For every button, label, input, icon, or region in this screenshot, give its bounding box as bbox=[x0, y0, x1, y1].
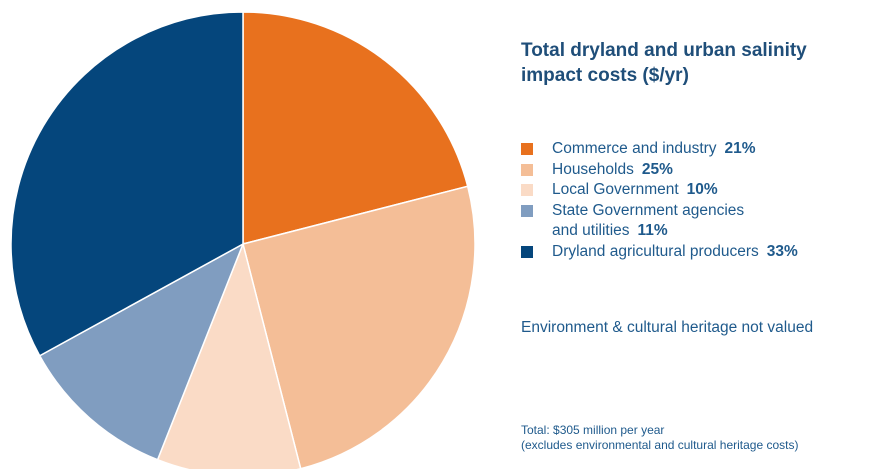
legend-label: Local Government bbox=[552, 181, 679, 198]
total-line-2: (excludes environmental and cultural her… bbox=[521, 438, 799, 452]
legend-swatch bbox=[521, 163, 533, 176]
legend-swatch bbox=[521, 143, 533, 155]
legend-label: Dryland agricultural producers bbox=[552, 242, 759, 260]
legend: Commerce and industry 21% Households 25% Loc… bbox=[521, 139, 881, 262]
pie-slice-households bbox=[242, 185, 476, 469]
pie-chart bbox=[10, 11, 476, 469]
legend-swatch bbox=[521, 184, 533, 196]
legend-item: Local Government 10% bbox=[521, 180, 881, 201]
legend-percent: 10% bbox=[686, 181, 718, 198]
legend-item: Households 25% bbox=[521, 160, 881, 181]
legend-label: Households bbox=[552, 160, 634, 178]
total-line-1: Total: $305 million per year bbox=[521, 423, 665, 437]
pie-slice-commerce-and-industry bbox=[242, 11, 469, 245]
legend-percent: 33% bbox=[766, 242, 798, 260]
note-text: Environment & cultural heritage not valu… bbox=[521, 319, 814, 336]
pie-slice-local-government bbox=[156, 241, 302, 469]
legend-label-line2: and utilities 11% bbox=[552, 222, 668, 239]
legend-label: Commerce and industry bbox=[552, 140, 717, 157]
chart-title: Total dryland and urban salinity impact … bbox=[521, 40, 807, 86]
legend-swatch bbox=[521, 204, 533, 217]
total-note: Total: $305 million per year (excludes e… bbox=[521, 423, 798, 453]
pie-slice-dryland-agricultural-producers bbox=[10, 11, 244, 357]
legend-item: State Government agencies and utilities 11… bbox=[521, 201, 881, 242]
legend-label: State Government agencies bbox=[552, 201, 745, 219]
legend-item: Dryland agricultural producers 33% bbox=[521, 242, 881, 263]
legend-percent: 21% bbox=[724, 140, 756, 157]
legend-item: Commerce and industry 21% bbox=[521, 139, 881, 160]
pie-slice-state-government-agencies bbox=[38, 242, 245, 461]
legend-swatch bbox=[521, 245, 533, 258]
legend-percent: 25% bbox=[641, 160, 673, 178]
legend-percent: 11% bbox=[637, 222, 668, 239]
